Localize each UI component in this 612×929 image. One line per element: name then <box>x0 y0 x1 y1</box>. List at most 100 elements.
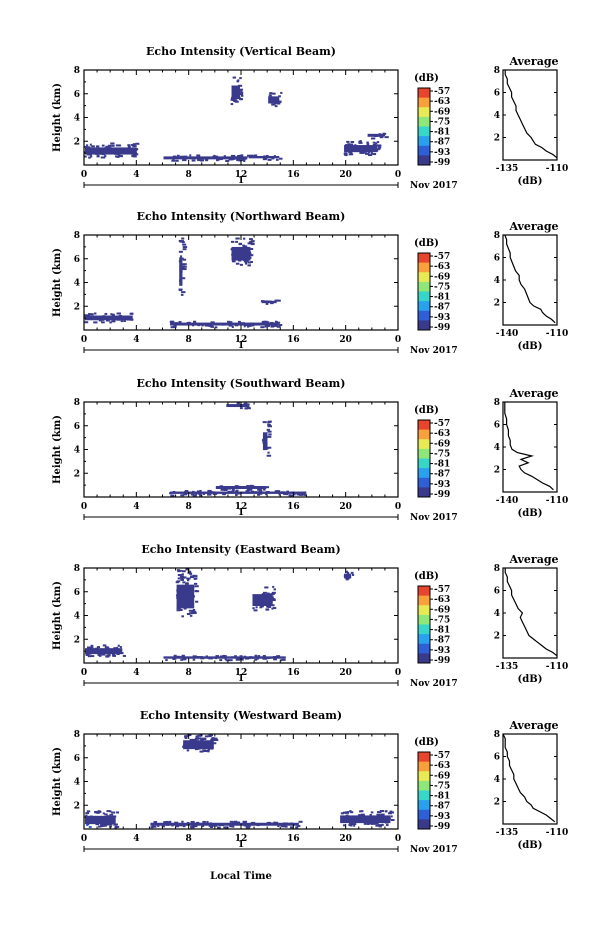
colorbar-swatch <box>418 420 430 431</box>
colorbar-tick-label: -87 <box>434 636 450 646</box>
echo-cell <box>85 144 89 147</box>
echo-cell <box>130 318 134 321</box>
echo-cell <box>126 318 131 321</box>
echo-cell <box>370 816 375 819</box>
echo-cell <box>116 650 122 653</box>
echo-cell <box>266 428 270 431</box>
echo-cell <box>96 646 101 649</box>
echo-cell <box>236 91 241 94</box>
echo-cell <box>101 148 106 151</box>
echo-cell <box>207 489 212 492</box>
profile-frame <box>502 733 558 825</box>
profile-x-label: (dB) <box>518 341 543 352</box>
echo-cell <box>231 326 234 329</box>
x-tick-label: 8 <box>186 834 192 844</box>
echo-cell <box>378 824 382 827</box>
echo-cell <box>250 240 255 243</box>
colorbar-swatch <box>418 126 430 137</box>
echo-cell <box>353 824 356 827</box>
echo-cell <box>266 454 272 457</box>
echo-cell <box>237 257 241 260</box>
echo-cell <box>84 315 88 318</box>
echo-cell <box>230 490 235 493</box>
echo-cell <box>205 159 209 162</box>
x-tick-label: 0 <box>81 335 87 345</box>
echo-cell <box>222 487 225 490</box>
echo-cell <box>238 485 241 488</box>
echo-cell <box>267 324 270 327</box>
echo-cell <box>85 814 88 817</box>
echo-cell <box>112 318 116 321</box>
echo-cell <box>188 745 193 748</box>
echo-cell <box>173 325 177 328</box>
colorbar-tick-label: -87 <box>434 138 450 148</box>
echo-cell <box>153 822 157 825</box>
echo-cell <box>89 155 93 158</box>
echo-cell <box>214 657 218 660</box>
echo-cell <box>390 815 393 818</box>
echo-cell <box>229 825 232 828</box>
echo-cell <box>184 735 187 738</box>
echo-cell <box>106 810 111 813</box>
echo-cell <box>216 826 221 829</box>
echo-cell <box>171 159 176 162</box>
echo-cell <box>208 324 212 327</box>
echo-cell <box>109 316 113 319</box>
echo-cell <box>109 321 112 324</box>
echo-cell <box>174 821 179 824</box>
echo-cell <box>272 97 275 100</box>
echo-cell <box>390 819 395 822</box>
echo-cell <box>242 245 248 248</box>
echo-cell <box>298 820 303 823</box>
echo-cell <box>88 313 91 316</box>
echo-cell <box>344 144 347 147</box>
echo-cell <box>359 819 362 822</box>
echo-cell <box>189 600 192 603</box>
echo-cell <box>133 155 137 158</box>
echo-cell <box>242 487 245 490</box>
echo-cell <box>259 487 263 490</box>
echo-cell <box>192 595 196 598</box>
echo-cell <box>265 302 269 305</box>
echo-cell <box>179 270 183 273</box>
echo-cell <box>260 300 265 303</box>
echo-cell <box>255 601 258 604</box>
echo-cell <box>179 266 184 269</box>
echo-cell <box>271 607 274 610</box>
echo-cell <box>187 571 192 574</box>
echo-cell <box>251 154 254 157</box>
echo-cell <box>220 488 225 491</box>
echo-cell <box>114 823 118 826</box>
echo-cell <box>268 300 272 303</box>
colorbar-tick-label: -69 <box>434 272 450 282</box>
echo-cell <box>387 817 391 820</box>
echo-cell <box>236 80 240 83</box>
echo-cell <box>267 605 271 608</box>
y-tick-label: 6 <box>74 422 80 432</box>
echo-cell <box>240 94 244 97</box>
echo-cell <box>98 319 103 322</box>
echo-cell <box>250 821 256 824</box>
echo-cell <box>102 820 106 823</box>
echo-cell <box>132 153 136 156</box>
echo-cell <box>287 822 290 825</box>
y-tick-label: 8 <box>74 231 80 241</box>
echo-cell <box>260 326 265 329</box>
echo-cell <box>181 578 184 581</box>
echo-cell <box>286 490 290 493</box>
colorbar-unit: (dB) <box>414 571 439 582</box>
echo-cell <box>271 591 276 594</box>
echo-cell <box>353 148 357 151</box>
echo-cell <box>135 142 140 145</box>
x-tick-label: 4 <box>133 502 139 512</box>
echo-cell <box>253 597 258 600</box>
x-tick-label: 12 <box>235 834 248 844</box>
echo-cell <box>191 159 196 162</box>
echo-cell <box>179 824 183 827</box>
date-label: Nov 2017 <box>410 845 458 855</box>
echo-cell <box>240 322 245 325</box>
x-tick-label: 4 <box>133 668 139 678</box>
echo-cell <box>189 614 193 617</box>
echo-cell <box>266 605 269 608</box>
echo-cell <box>191 741 195 744</box>
